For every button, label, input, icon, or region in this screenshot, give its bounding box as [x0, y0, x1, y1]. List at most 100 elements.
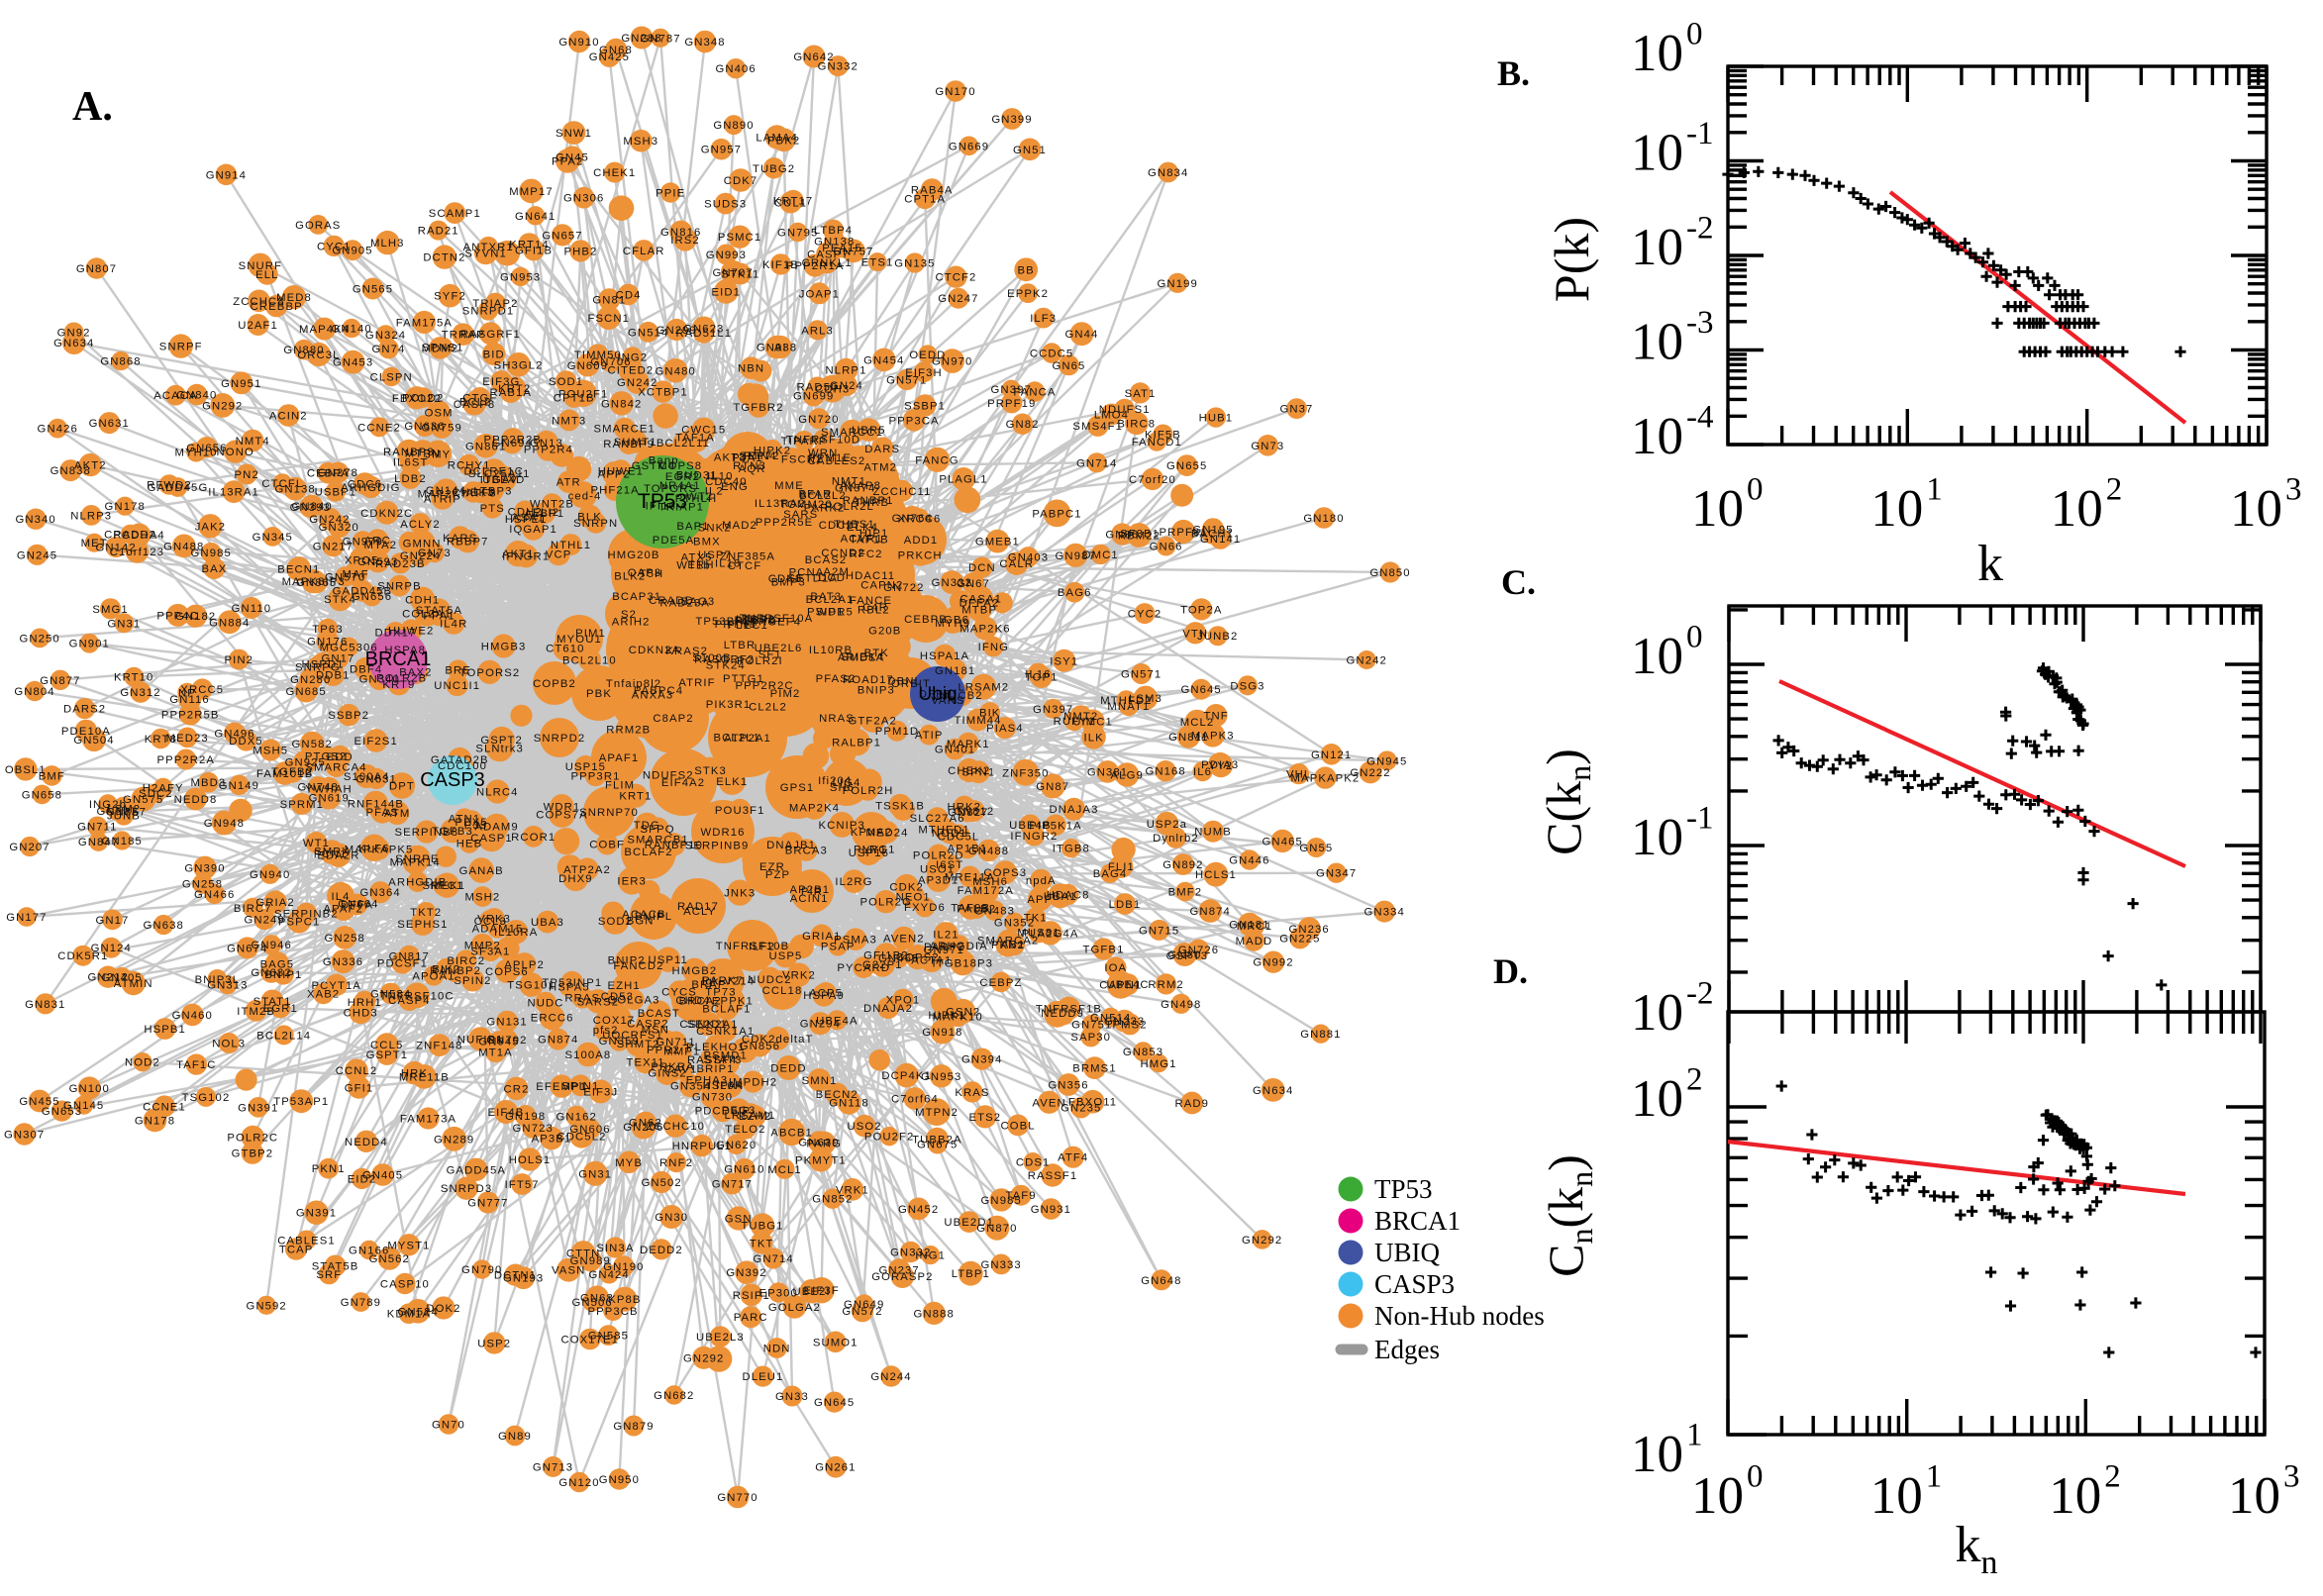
svg-text:DARS: DARS: [864, 444, 900, 455]
svg-text:GN393: GN393: [290, 502, 331, 514]
svg-text:HOLS1: HOLS1: [509, 1154, 552, 1166]
svg-text:G20B: G20B: [868, 625, 901, 637]
svg-text:SAT1: SAT1: [1125, 388, 1157, 400]
svg-text:GN711: GN711: [656, 1037, 695, 1048]
svg-text:MYST1: MYST1: [387, 1240, 430, 1251]
svg-text:GN938: GN938: [757, 343, 797, 354]
svg-text:GN334: GN334: [1364, 907, 1405, 919]
svg-text:C7orf64: C7orf64: [891, 1094, 939, 1106]
svg-text:GN865: GN865: [296, 577, 337, 589]
svg-text:DSG3: DSG3: [1230, 680, 1264, 692]
svg-text:GN770: GN770: [717, 1492, 758, 1504]
svg-text:DCLRE1C: DCLRE1C: [463, 466, 523, 478]
svg-text:GN403: GN403: [1008, 552, 1049, 564]
svg-text:TEX11: TEX11: [626, 1057, 664, 1069]
svg-text:GN82: GN82: [1006, 419, 1040, 431]
svg-text:C.: C.: [1501, 562, 1536, 602]
svg-text:GN764: GN764: [892, 513, 933, 525]
svg-text:RRM2: RRM2: [1148, 979, 1183, 991]
svg-text:POU2F2: POU2F2: [864, 1132, 915, 1144]
svg-text:AKT3: AKT3: [714, 451, 747, 463]
svg-text:GSPT1: GSPT1: [366, 1049, 409, 1061]
svg-text:GN946: GN946: [252, 940, 292, 951]
svg-text:GN292: GN292: [202, 400, 243, 412]
svg-text:TAF1C: TAF1C: [176, 1059, 216, 1071]
svg-text:ARIH2: ARIH2: [612, 616, 651, 628]
svg-text:RRM2B: RRM2B: [606, 724, 651, 736]
svg-text:-2: -2: [1686, 211, 1714, 247]
svg-text:RASGRF2: RASGRF2: [694, 653, 755, 665]
svg-text:GN324: GN324: [365, 330, 406, 342]
svg-text:BAG6: BAG6: [1058, 587, 1092, 599]
svg-text:BCAP31: BCAP31: [612, 591, 661, 603]
svg-text:STAT5B: STAT5B: [312, 1260, 359, 1272]
svg-text:KIF1B: KIF1B: [762, 259, 799, 271]
svg-text:USP15: USP15: [565, 761, 606, 773]
svg-text:VTN: VTN: [1182, 628, 1208, 640]
svg-text:GN777: GN777: [467, 1198, 508, 1210]
svg-text:GN222: GN222: [1350, 767, 1390, 779]
svg-text:SYVN1: SYVN1: [464, 249, 507, 260]
svg-text:WDR16: WDR16: [700, 827, 745, 839]
svg-text:GN249: GN249: [244, 915, 284, 927]
svg-text:PIM1: PIM1: [575, 628, 606, 640]
svg-text:10: 10: [1631, 1070, 1683, 1128]
svg-text:IL10: IL10: [707, 471, 733, 483]
svg-text:GN397: GN397: [991, 384, 1032, 396]
svg-text:GN842: GN842: [601, 398, 642, 410]
svg-text:ERCC6: ERCC6: [531, 1013, 574, 1025]
svg-text:GN454: GN454: [863, 354, 904, 366]
svg-text:10: 10: [1870, 480, 1923, 538]
svg-text:GN332: GN332: [932, 577, 972, 589]
svg-text:GN131: GN131: [486, 1017, 527, 1029]
svg-text:SNRPD1: SNRPD1: [462, 306, 514, 318]
svg-text:PPM1D: PPM1D: [875, 726, 919, 738]
svg-text:BRCA1: BRCA1: [365, 648, 432, 670]
svg-text:RAB4A: RAB4A: [911, 185, 954, 197]
svg-text:WRN: WRN: [808, 448, 838, 459]
svg-text:GN345: GN345: [252, 532, 293, 544]
svg-text:Edges: Edges: [1374, 1335, 1440, 1364]
svg-text:GN37: GN37: [1280, 404, 1314, 416]
svg-text:GN288: GN288: [621, 33, 661, 45]
svg-text:GN87: GN87: [1036, 781, 1069, 793]
svg-text:MSN: MSN: [642, 1024, 669, 1036]
svg-text:HRK: HRK: [401, 1068, 428, 1080]
svg-text:GN572: GN572: [842, 1306, 882, 1318]
svg-text:TKT: TKT: [750, 1238, 774, 1249]
svg-text:GN278: GN278: [318, 467, 358, 479]
svg-text:GN244: GN244: [870, 1371, 911, 1383]
svg-text:10: 10: [1631, 1426, 1683, 1483]
svg-text:GN292: GN292: [683, 1352, 724, 1364]
svg-text:HIPK1: HIPK1: [928, 1010, 965, 1022]
svg-text:GN790: GN790: [461, 1264, 502, 1276]
svg-text:GN870: GN870: [976, 1223, 1017, 1235]
svg-text:1: 1: [1686, 1418, 1703, 1453]
svg-text:EP300: EP300: [758, 1287, 797, 1299]
svg-text:GN68: GN68: [580, 1292, 614, 1304]
svg-text:A.: A.: [72, 84, 113, 130]
svg-text:GN149: GN149: [219, 780, 259, 792]
svg-text:PBK: PBK: [586, 688, 612, 700]
svg-text:GN565: GN565: [353, 284, 393, 296]
svg-text:ANXA3: ANXA3: [632, 689, 674, 701]
svg-text:GN178: GN178: [135, 1115, 175, 1127]
svg-text:ZNF350: ZNF350: [1002, 767, 1049, 779]
svg-text:GN121: GN121: [1311, 749, 1352, 761]
svg-text:GN73: GN73: [1251, 441, 1284, 452]
svg-text:GN116: GN116: [169, 694, 209, 706]
svg-text:GN707: GN707: [712, 267, 753, 279]
svg-text:10: 10: [2228, 1467, 2280, 1525]
svg-text:-2: -2: [1686, 976, 1714, 1012]
svg-text:MSH5: MSH5: [252, 746, 288, 757]
svg-text:USO1: USO1: [920, 863, 955, 875]
svg-text:DEDD: DEDD: [770, 1063, 806, 1075]
svg-text:GN178: GN178: [105, 501, 146, 513]
svg-text:GN359: GN359: [599, 1036, 640, 1047]
svg-text:GN45: GN45: [556, 152, 589, 164]
svg-text:GN162: GN162: [556, 1111, 597, 1123]
svg-text:PHF21A: PHF21A: [590, 485, 639, 497]
svg-text:2: 2: [1686, 1062, 1703, 1098]
svg-text:10: 10: [1870, 1467, 1923, 1525]
svg-text:IL16: IL16: [1025, 668, 1051, 680]
